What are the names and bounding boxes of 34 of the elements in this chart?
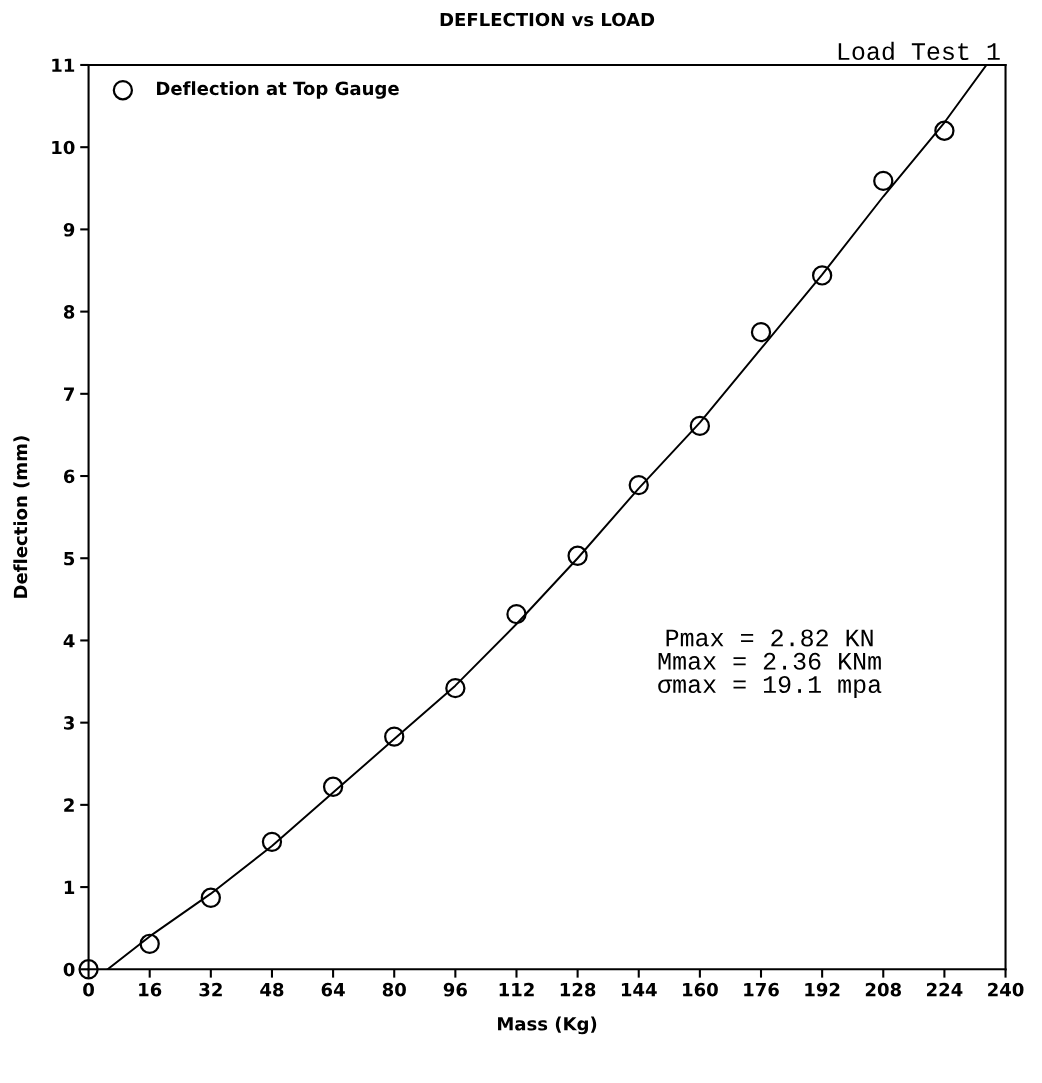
y-tick-label: 5 bbox=[64, 551, 75, 566]
x-tick-label: 0 bbox=[83, 982, 94, 997]
x-tick-label: 160 bbox=[683, 982, 718, 997]
x-tick-label: 192 bbox=[805, 982, 840, 997]
x-tick-label: 96 bbox=[443, 982, 467, 997]
y-tick-label: 6 bbox=[63, 469, 75, 484]
y-tick-label: 10 bbox=[52, 140, 75, 155]
y-tick-label: 9 bbox=[63, 222, 75, 237]
y-tick-label: 1 bbox=[64, 880, 75, 894]
legend-label: Deflection at Top Gauge bbox=[157, 81, 399, 99]
x-tick-label: 80 bbox=[382, 982, 406, 997]
x-tick-label: 224 bbox=[926, 982, 963, 997]
x-tick-label: 144 bbox=[621, 983, 657, 997]
y-tick-label: 2 bbox=[64, 798, 74, 812]
x-tick-label: 208 bbox=[865, 982, 901, 997]
y-tick-label: 11 bbox=[52, 58, 75, 72]
x-tick-label: 112 bbox=[499, 982, 534, 997]
x-tick-label: 176 bbox=[744, 982, 779, 997]
y-tick-label: 4 bbox=[63, 634, 75, 648]
y-tick-label: 0 bbox=[63, 962, 75, 977]
x-tick-label: 48 bbox=[260, 982, 284, 997]
x-axis-title: Mass (Kg) bbox=[498, 1016, 597, 1035]
chart-title: DEFLECTION vs LOAD bbox=[440, 12, 655, 27]
x-tick-label: 64 bbox=[321, 982, 345, 997]
x-tick-label: 16 bbox=[139, 982, 162, 997]
x-tick-label: 32 bbox=[199, 982, 222, 997]
y-tick-label: 3 bbox=[64, 716, 74, 730]
x-tick-label: 240 bbox=[988, 982, 1024, 997]
y-tick-label: 8 bbox=[63, 305, 75, 319]
x-tick-label: 128 bbox=[560, 982, 596, 997]
annotation: Pmax = 2.82 KN Mmax = 2.36 KNm σmax = 19.1 mpa bbox=[658, 629, 882, 698]
text: Load Test 1 bbox=[838, 41, 1000, 61]
y-axis-title: Deflection (mm) bbox=[13, 436, 30, 598]
y-tick-label: 7 bbox=[64, 387, 74, 401]
